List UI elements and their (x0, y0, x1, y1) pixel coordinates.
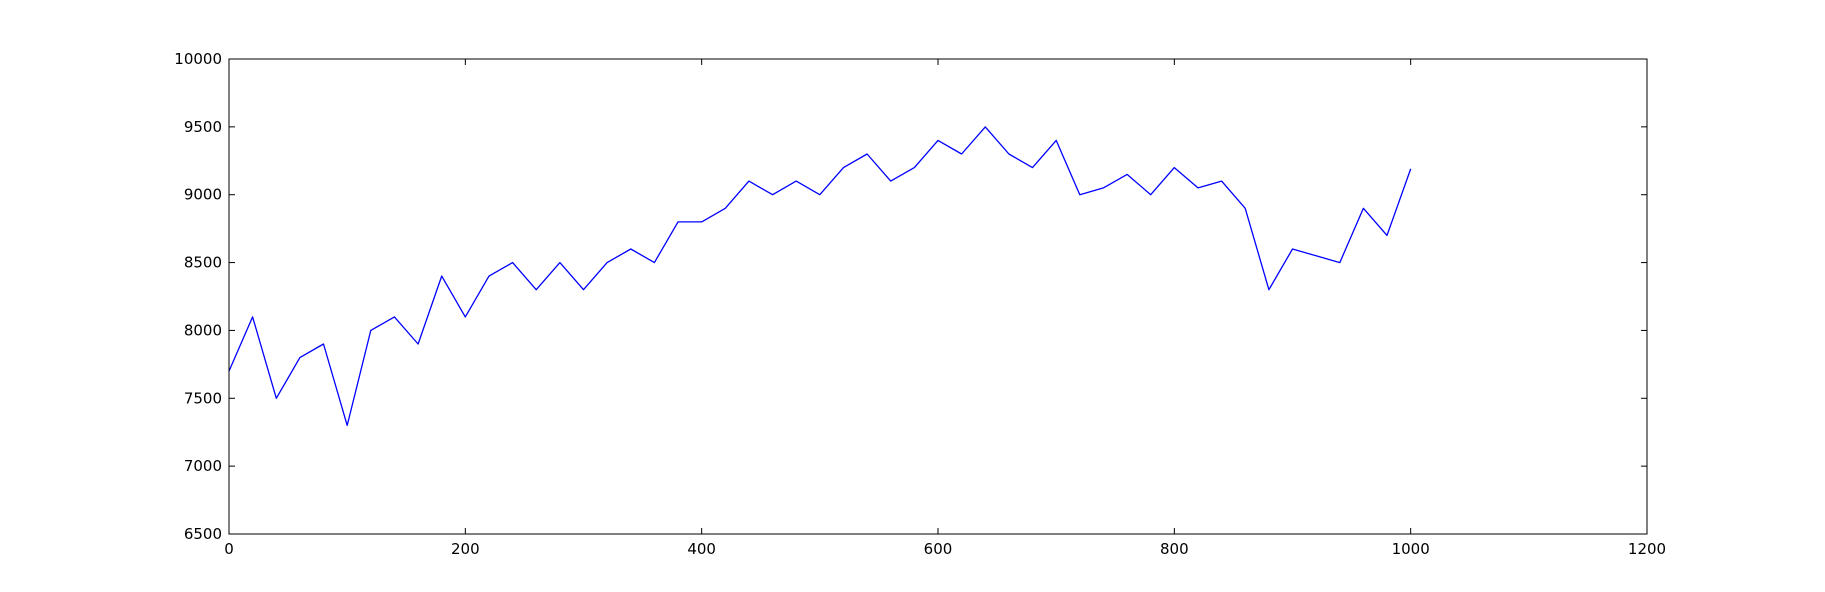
x-tick-label: 400 (687, 540, 716, 558)
y-tick-label: 9000 (184, 186, 222, 204)
y-tick-label: 7000 (184, 457, 222, 475)
x-tick-label: 800 (1160, 540, 1189, 558)
x-axis: 0 200 400 600 800 1000 1200 (224, 59, 1666, 558)
series-layer (228, 126, 1412, 427)
y-tick-label: 6500 (184, 525, 222, 543)
y-tick-label: 7500 (184, 389, 222, 407)
x-tick-label: 1000 (1392, 540, 1430, 558)
plot-frame (228, 58, 1648, 535)
y-tick-label: 8000 (184, 321, 222, 339)
y-tick-label: 8500 (184, 254, 222, 272)
y-tick-label: 9500 (184, 118, 222, 136)
y-tick-label: 10000 (174, 50, 222, 68)
y-axis: 6500 7000 7500 8000 8500 9000 9500 10000 (174, 50, 1647, 543)
x-tick-label: 1200 (1628, 540, 1666, 558)
series-line (228, 126, 1412, 427)
x-tick-label: 200 (451, 540, 480, 558)
x-tick-label: 0 (224, 540, 234, 558)
x-tick-label: 600 (924, 540, 953, 558)
